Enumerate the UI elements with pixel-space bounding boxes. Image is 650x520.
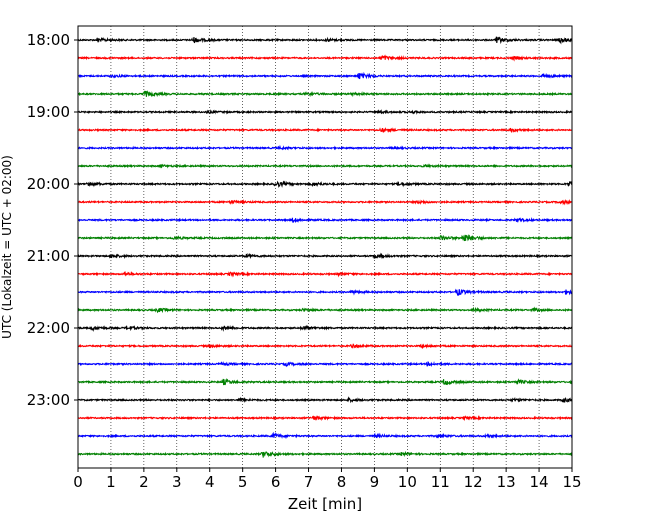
y-tick-label: 20:00 xyxy=(27,175,70,193)
x-tick-label: 2 xyxy=(139,473,149,491)
trace-line xyxy=(77,198,573,206)
trace-line xyxy=(77,109,573,115)
trace-line xyxy=(77,127,573,134)
trace-line xyxy=(77,163,573,169)
x-tick-label: 14 xyxy=(530,473,549,491)
trace-line xyxy=(77,144,573,151)
x-tick-label: 9 xyxy=(370,473,380,491)
trace-line xyxy=(77,343,573,350)
x-tick-label: 5 xyxy=(238,473,248,491)
x-tick-label: 15 xyxy=(562,473,581,491)
y-axis-ticks: 18:00 19:00 20:00 21:00 22:00 23:00 xyxy=(27,31,78,409)
trace-line xyxy=(77,217,573,224)
trace-group xyxy=(77,36,573,458)
trace-line xyxy=(77,361,573,368)
trace-line xyxy=(77,377,573,386)
x-tick-label: 1 xyxy=(106,473,116,491)
x-tick-label: 0 xyxy=(73,473,83,491)
y-tick-label: 18:00 xyxy=(27,31,70,49)
trace-line xyxy=(77,270,573,278)
x-tick-label: 6 xyxy=(271,473,281,491)
trace-line xyxy=(77,54,573,62)
trace-line xyxy=(77,36,573,45)
plot-frame xyxy=(77,25,573,469)
x-tick-label: 7 xyxy=(304,473,314,491)
x-axis-label: Zeit [min] xyxy=(288,495,362,513)
trace-line xyxy=(77,306,573,314)
trace-line xyxy=(77,234,573,242)
trace-line xyxy=(77,431,573,439)
trace-line xyxy=(77,180,573,188)
x-tick-label: 4 xyxy=(205,473,215,491)
y-tick-label: 19:00 xyxy=(27,103,70,121)
trace-line xyxy=(77,252,573,260)
trace-line xyxy=(77,450,573,458)
y-tick-label: 21:00 xyxy=(27,247,70,265)
trace-line xyxy=(77,90,573,98)
x-tick-label: 10 xyxy=(398,473,417,491)
y-axis-label: UTC (Lokalzeit = UTC + 02:00) xyxy=(0,155,14,339)
x-tick-label: 11 xyxy=(431,473,450,491)
x-tick-label: 8 xyxy=(337,473,347,491)
trace-line xyxy=(77,288,573,297)
trace-line xyxy=(77,415,573,422)
y-tick-label: 23:00 xyxy=(27,391,70,409)
trace-line xyxy=(77,396,573,404)
trace-line xyxy=(77,71,573,80)
y-tick-label: 22:00 xyxy=(27,319,70,337)
x-tick-label: 13 xyxy=(497,473,516,491)
trace-line xyxy=(77,324,573,332)
x-axis-ticks: 0 1 2 3 4 5 6 7 8 9 10 11 12 13 14 15 xyxy=(73,468,582,491)
x-tick-label: 12 xyxy=(464,473,483,491)
x-tick-label: 3 xyxy=(172,473,182,491)
